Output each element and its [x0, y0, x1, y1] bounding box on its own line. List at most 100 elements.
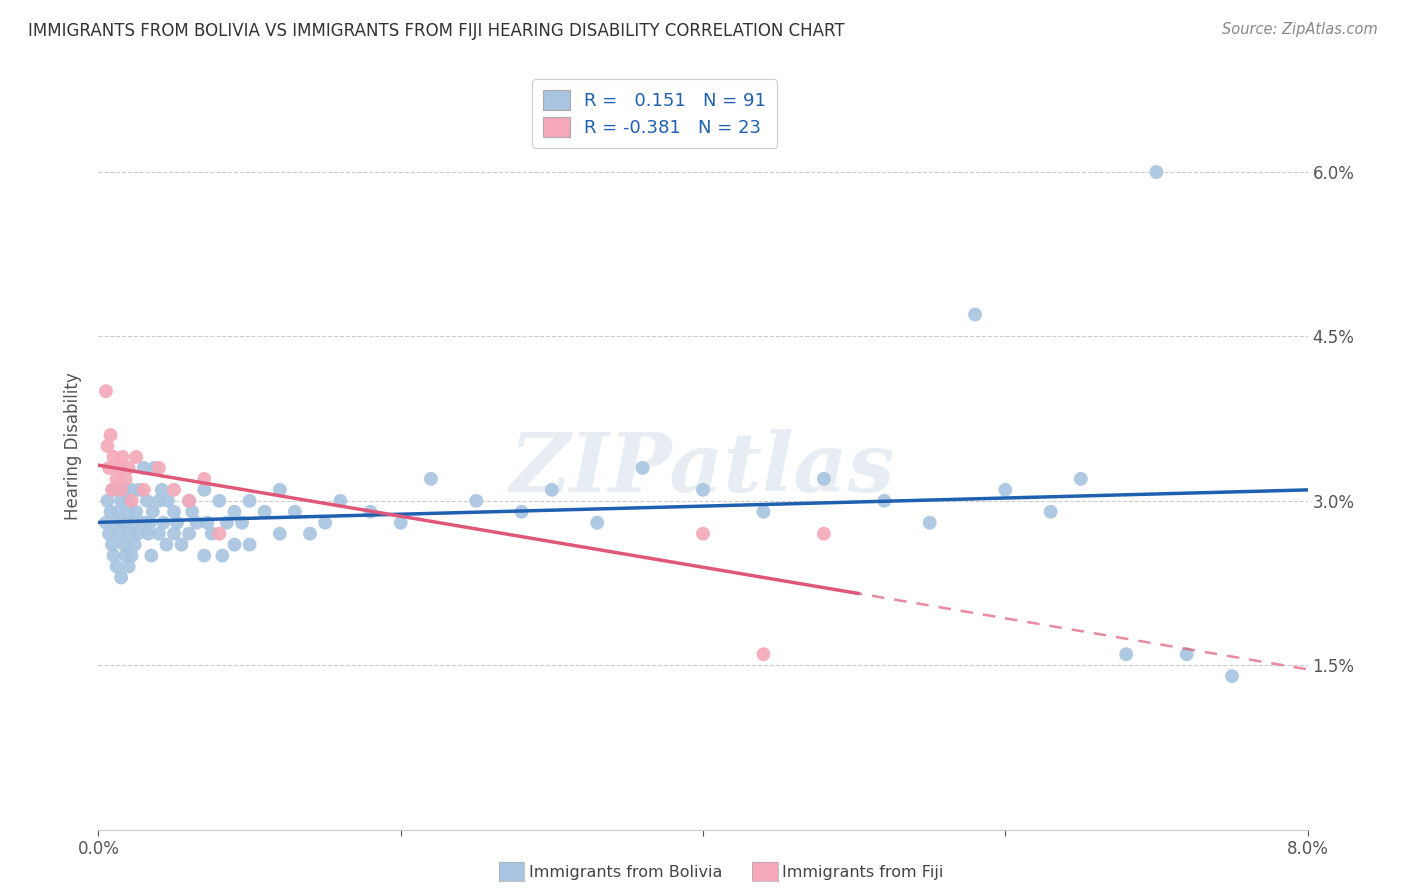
Point — [121, 549, 143, 563]
Point — [114, 472, 136, 486]
Point — [105, 516, 128, 530]
Point — [994, 483, 1017, 497]
Point — [118, 559, 141, 574]
Point — [965, 308, 987, 322]
Point — [118, 461, 141, 475]
Point — [692, 526, 714, 541]
Point — [148, 493, 170, 508]
Point — [231, 516, 253, 530]
Text: Immigrants from Fiji: Immigrants from Fiji — [782, 865, 943, 880]
Point — [156, 493, 179, 508]
Point — [110, 493, 132, 508]
Point — [193, 472, 215, 486]
Point — [224, 505, 246, 519]
Point — [299, 526, 322, 541]
Point — [166, 516, 188, 530]
Point — [1220, 669, 1243, 683]
Point — [121, 483, 143, 497]
Point — [152, 516, 174, 530]
Point — [1070, 472, 1092, 486]
Point — [112, 483, 135, 497]
Point — [103, 450, 125, 464]
Point — [108, 461, 131, 475]
Point — [136, 526, 159, 541]
Point — [208, 526, 231, 541]
Point — [135, 493, 157, 508]
Text: Immigrants from Bolivia: Immigrants from Bolivia — [529, 865, 723, 880]
Point — [132, 516, 155, 530]
Point — [181, 505, 204, 519]
Point — [179, 493, 201, 508]
Point — [163, 483, 186, 497]
Point — [813, 526, 835, 541]
Point — [111, 516, 134, 530]
Point — [111, 450, 134, 464]
Point — [128, 483, 150, 497]
Point — [132, 483, 155, 497]
Point — [918, 516, 941, 530]
Point — [813, 472, 835, 486]
Point — [127, 526, 149, 541]
Point — [208, 493, 231, 508]
Point — [195, 516, 218, 530]
Point — [752, 505, 775, 519]
Point — [193, 483, 215, 497]
Point — [201, 526, 224, 541]
Point — [215, 516, 238, 530]
Point — [148, 526, 170, 541]
Point — [239, 538, 262, 552]
Point — [186, 516, 208, 530]
Point — [269, 483, 291, 497]
Point — [163, 505, 186, 519]
Point — [125, 450, 148, 464]
Point — [120, 526, 142, 541]
Y-axis label: Hearing Disability: Hearing Disability — [65, 372, 83, 520]
Point — [631, 461, 654, 475]
Point — [103, 483, 125, 497]
Point — [420, 472, 443, 486]
Point — [132, 461, 155, 475]
Point — [269, 526, 291, 541]
Point — [1039, 505, 1062, 519]
Point — [103, 549, 125, 563]
Text: Source: ZipAtlas.com: Source: ZipAtlas.com — [1222, 22, 1378, 37]
Legend: R =   0.151   N = 91, R = -0.381   N = 23: R = 0.151 N = 91, R = -0.381 N = 23 — [531, 79, 778, 148]
Point — [141, 549, 163, 563]
Point — [122, 516, 145, 530]
Point — [150, 483, 173, 497]
Point — [121, 493, 143, 508]
Point — [148, 461, 170, 475]
Point — [118, 505, 141, 519]
Point — [163, 526, 186, 541]
Point — [139, 516, 162, 530]
Point — [94, 384, 117, 399]
Point — [94, 516, 117, 530]
Point — [107, 505, 129, 519]
Point — [98, 461, 121, 475]
Point — [118, 493, 141, 508]
Point — [96, 439, 118, 453]
Point — [510, 505, 533, 519]
Point — [211, 549, 233, 563]
Point — [389, 516, 412, 530]
Point — [873, 493, 896, 508]
Point — [239, 493, 262, 508]
Point — [253, 505, 276, 519]
Point — [179, 526, 201, 541]
Point — [96, 493, 118, 508]
Point — [1115, 647, 1137, 661]
Point — [1175, 647, 1198, 661]
Point — [125, 505, 148, 519]
Point — [360, 505, 382, 519]
Point — [1146, 165, 1168, 179]
Point — [692, 483, 714, 497]
Point — [98, 526, 121, 541]
Point — [329, 493, 352, 508]
Point — [124, 538, 146, 552]
Text: IMMIGRANTS FROM BOLIVIA VS IMMIGRANTS FROM FIJI HEARING DISABILITY CORRELATION C: IMMIGRANTS FROM BOLIVIA VS IMMIGRANTS FR… — [28, 22, 845, 40]
Point — [108, 526, 131, 541]
Point — [193, 549, 215, 563]
Point — [110, 483, 132, 497]
Point — [112, 538, 135, 552]
Point — [540, 483, 562, 497]
